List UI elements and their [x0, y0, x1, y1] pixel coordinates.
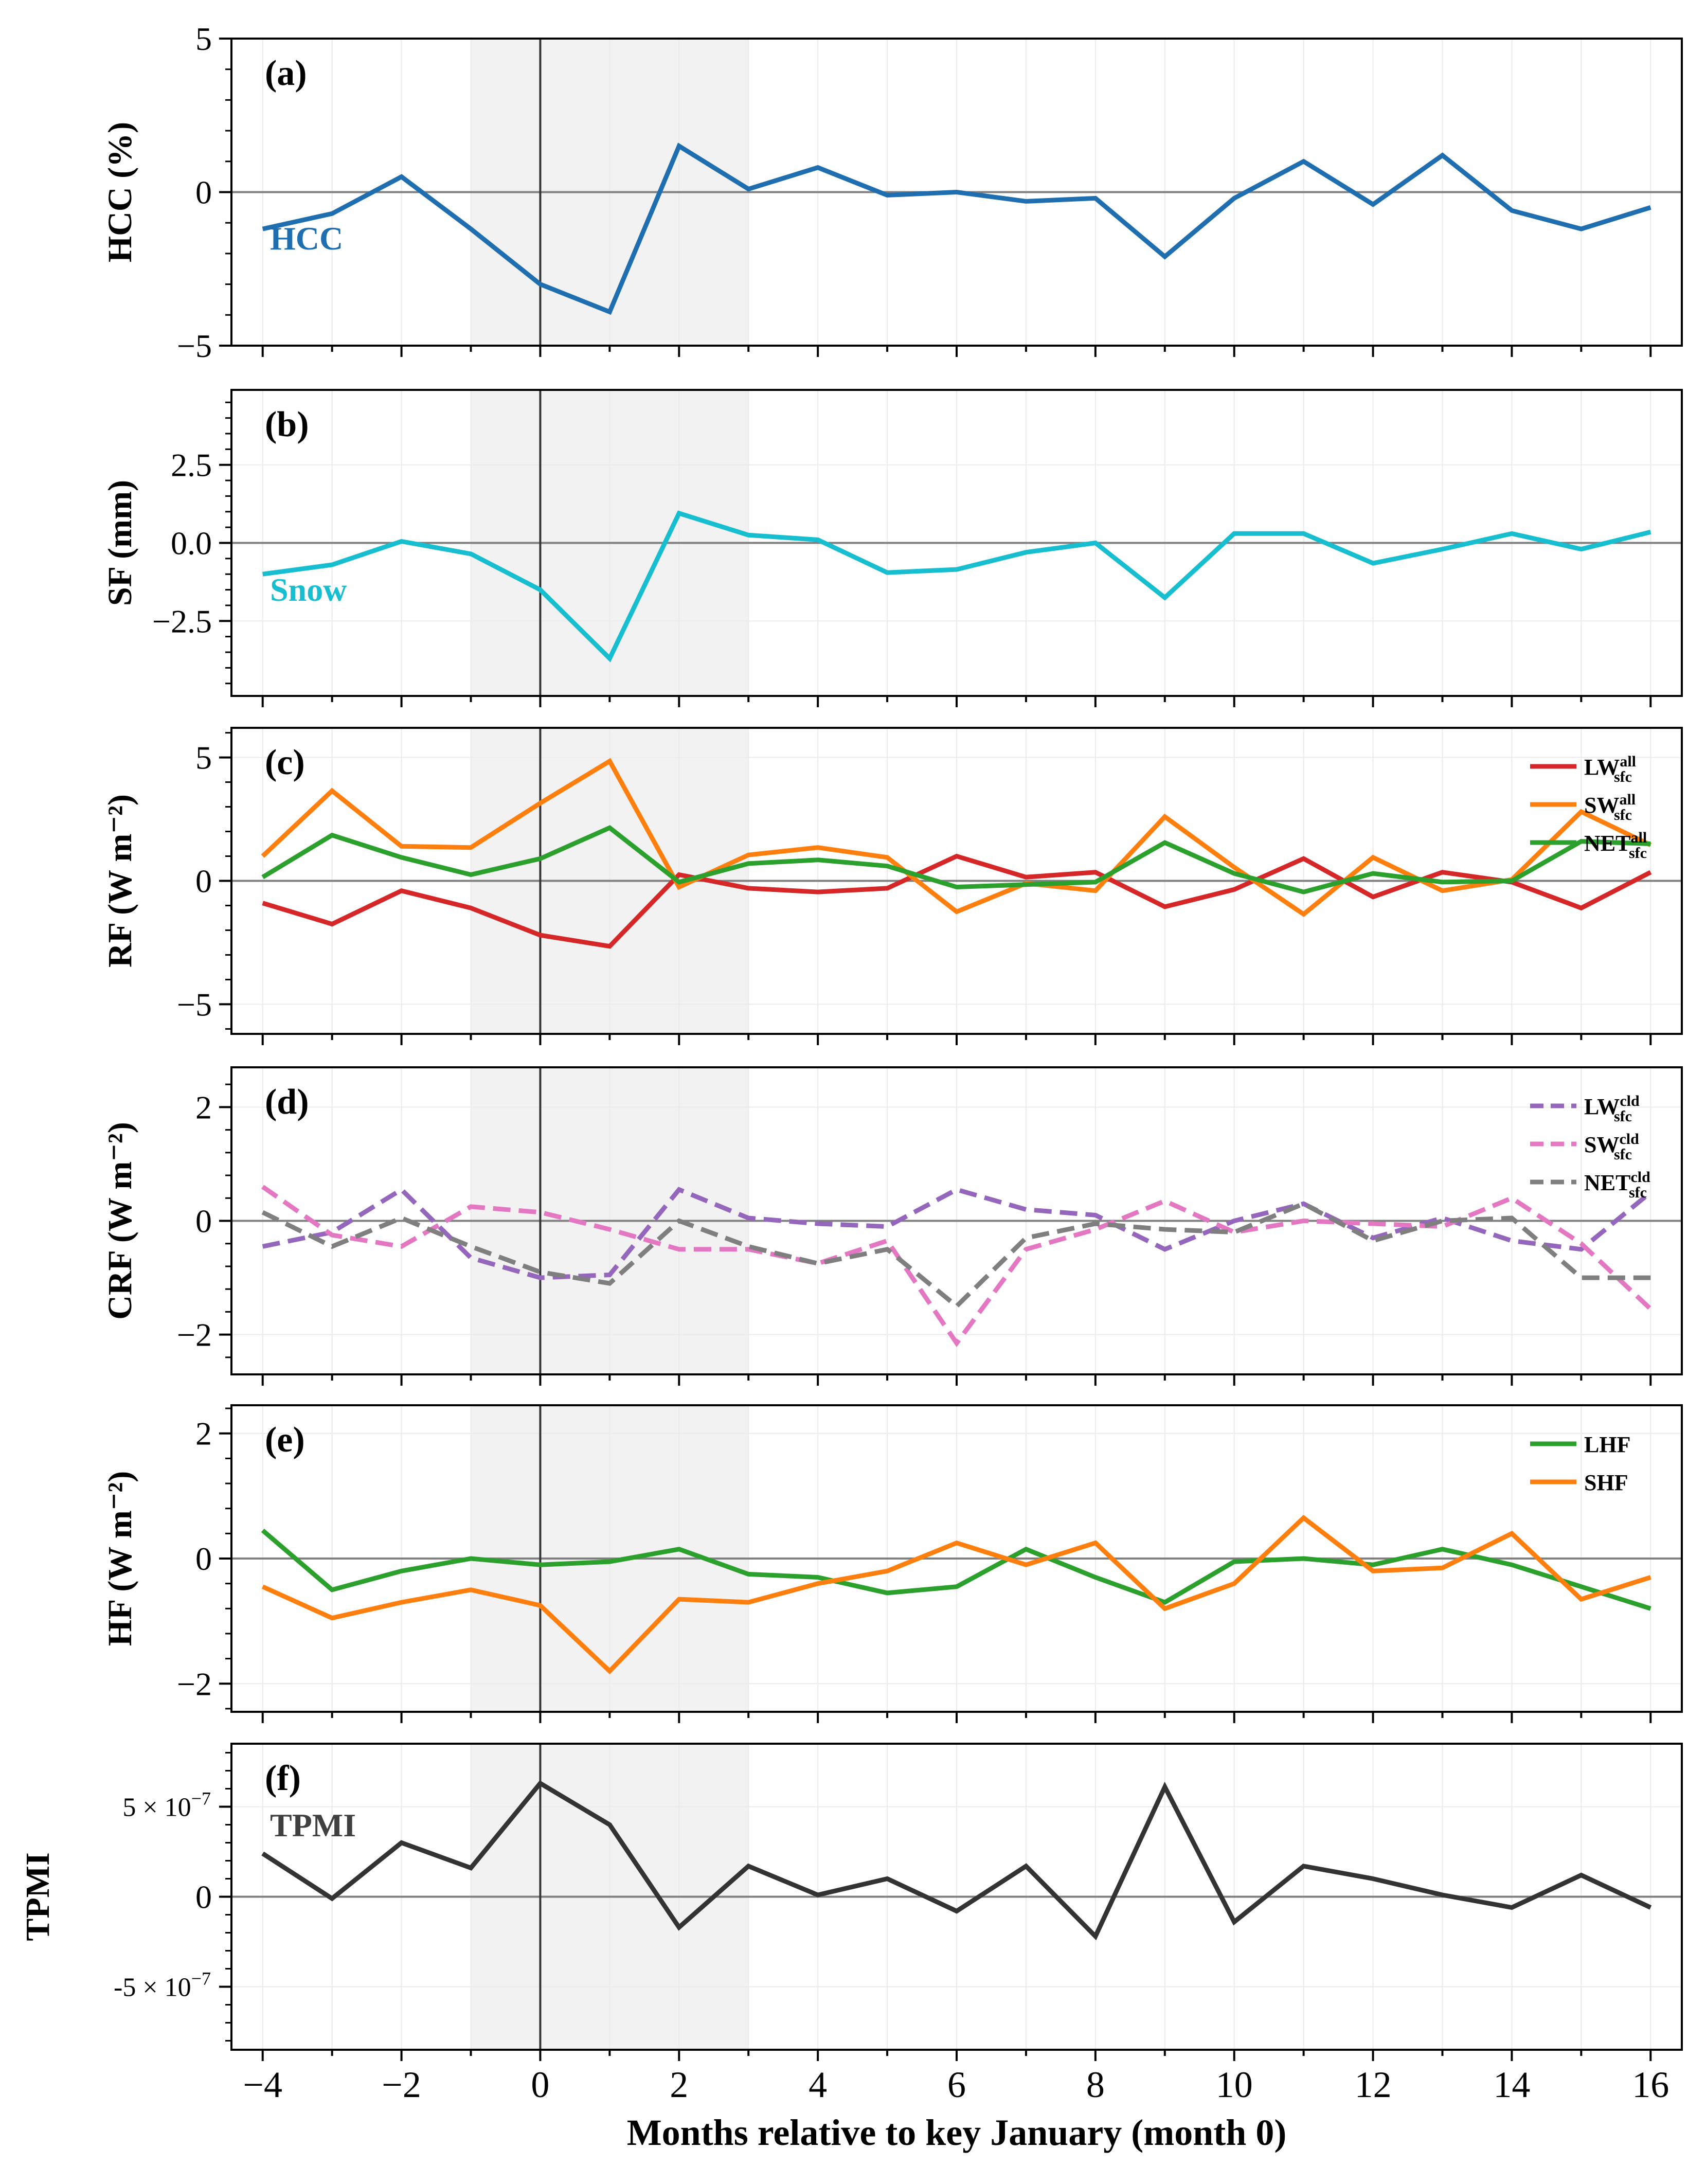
series-inline-label: Snow [270, 571, 347, 608]
panel-tag: (f) [265, 1759, 301, 1798]
x-tick-label: 6 [947, 2064, 966, 2105]
y-tick-label: 5 [195, 21, 212, 57]
y-tick-label: 0 [195, 863, 212, 900]
y-axis-label: HCC (%) [101, 122, 139, 262]
legend-label-sub: sfc [1629, 1184, 1647, 1201]
x-tick-label: 2 [670, 2064, 688, 2105]
legend-label-sup: cld [1620, 1093, 1640, 1109]
legend-label: LWcld sfc [1584, 1093, 1640, 1125]
legend-label: SHF [1584, 1470, 1628, 1495]
legend-label-sub: sfc [1614, 807, 1632, 824]
series-line-snow [262, 510, 1651, 663]
panel-a: 5 0 −5 HCC (%) (a) HCC [101, 21, 1683, 364]
legend-label-sub: sfc [1629, 845, 1647, 862]
series-line-tpmi [261, 1780, 1652, 1941]
series-line-lhf [261, 1528, 1651, 1611]
y-tick-label: 2 [195, 1089, 212, 1125]
y-tick-label: −5 [177, 986, 212, 1023]
legend-label: NETcld sfc [1584, 1169, 1650, 1201]
y-tick-label: 2.5 [171, 447, 212, 484]
panel-tag: (b) [265, 405, 309, 444]
y-axis-label: SF (mm) [101, 480, 139, 606]
y-tick-label-base: 5 × 10 [122, 1793, 191, 1822]
y-tick-label: 0 [195, 174, 212, 211]
y-tick-label: 0 [195, 1879, 212, 1916]
panel-tag: (d) [265, 1082, 309, 1122]
x-tick-label: −4 [243, 2064, 282, 2105]
legend-label: NETall sfc [1584, 829, 1647, 862]
y-tick-label: 0.0 [171, 525, 212, 562]
panel-b: 2.5 0.0 −2.5 SF (mm) (b) Snow [101, 389, 1683, 707]
legend-label: SWcld sfc [1584, 1131, 1639, 1163]
legend-label-base: SW [1584, 1132, 1619, 1157]
x-tick-label: 16 [1632, 2064, 1669, 2105]
panel-tag: (c) [265, 743, 305, 782]
legend-label-sup: cld [1630, 1169, 1650, 1186]
x-tick-label: 12 [1355, 2064, 1392, 2105]
y-tick-label: −2.5 [152, 603, 212, 639]
y-axis-label: CRF (W m⁻²) [101, 1122, 139, 1320]
legend-label-base: NET [1584, 831, 1630, 856]
legend-label-base: NET [1584, 1170, 1630, 1195]
panel-e: 2 0 −2 HF (W m⁻²) (e) LHF SHF [101, 1404, 1683, 1723]
legend-label: LHF [1584, 1432, 1630, 1457]
y-tick-label: 0 [195, 1203, 212, 1240]
legend-label-base: SW [1584, 793, 1619, 818]
legend-label-sub: sfc [1614, 1108, 1632, 1125]
y-tick-label: 0 [195, 1541, 212, 1577]
series-inline-label: HCC [270, 220, 343, 257]
legend-label-sub: sfc [1614, 1146, 1632, 1163]
legend-label: SWall sfc [1584, 791, 1636, 824]
legend-label-base: LHF [1584, 1432, 1630, 1457]
legend-label-base: LW [1584, 755, 1620, 780]
x-tick-label: 14 [1493, 2064, 1530, 2105]
series-line-sw-cld [261, 1185, 1653, 1347]
series-line-net [261, 825, 1651, 894]
series-line-shf [261, 1514, 1651, 1675]
legend-label-sup: all [1620, 753, 1636, 770]
panel-tag: (e) [265, 1420, 305, 1460]
y-tick-label-exponent: −7 [191, 1968, 211, 1989]
x-axis-label: Months relative to key January (month 0) [627, 2112, 1287, 2153]
y-tick-label: 2 [195, 1416, 212, 1452]
legend-label-base: SHF [1584, 1470, 1628, 1495]
y-tick-label: 5 [195, 740, 212, 776]
y-tick-label-base: -5 × 10 [114, 1973, 191, 2002]
legend-label-base: LW [1584, 1094, 1620, 1119]
y-axis-label: RF (W m⁻²) [101, 794, 139, 968]
x-tick-label: 8 [1086, 2064, 1105, 2105]
legend-label: LWall sfc [1584, 753, 1636, 785]
y-axis-label: TPMI [19, 1852, 57, 1941]
legend-label-sup: cld [1619, 1131, 1639, 1148]
y-tick-label: -5 × 10−7 [114, 1968, 211, 2002]
x-tick-label: 4 [809, 2064, 827, 2105]
x-tick-label: 0 [531, 2064, 549, 2105]
y-tick-label: −2 [177, 1666, 212, 1702]
y-axis-label: HF (W m⁻²) [101, 1471, 139, 1646]
legend-label-sup: all [1619, 791, 1636, 808]
legend-label-sup: all [1630, 829, 1647, 846]
y-tick-label: −2 [177, 1317, 212, 1353]
series-line-lw-cld [262, 1187, 1653, 1280]
x-tick-label: 10 [1216, 2064, 1253, 2105]
series-inline-label: TPMI [270, 1807, 356, 1843]
y-tick-label: 5 × 10−7 [122, 1788, 211, 1822]
x-tick-label: −2 [382, 2064, 421, 2105]
legend-label-sub: sfc [1614, 768, 1632, 785]
series-line-hcc [262, 142, 1651, 315]
y-tick-label: −5 [177, 328, 212, 364]
panel-tag: (a) [265, 53, 307, 93]
y-tick-label-exponent: −7 [191, 1788, 211, 1809]
